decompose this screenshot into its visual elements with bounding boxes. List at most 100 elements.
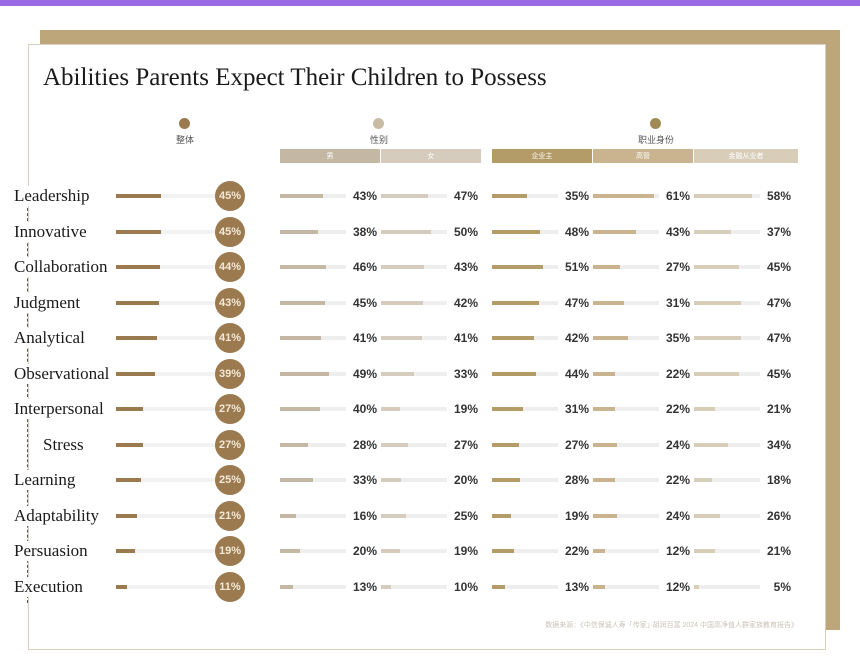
overall-bar — [116, 585, 127, 589]
track-executive — [593, 478, 659, 482]
track-male — [280, 230, 346, 234]
overall-track — [116, 230, 216, 234]
value-label-male: 33% — [352, 473, 377, 487]
bar-entrepreneur — [492, 514, 511, 518]
subheader-male: 男 — [280, 149, 380, 163]
value-label-finance: 47% — [766, 296, 791, 310]
row-label-leadership: Leadership — [14, 186, 92, 206]
track-finance — [694, 301, 760, 305]
bar-entrepreneur — [492, 549, 514, 553]
bar-finance — [694, 549, 715, 553]
track-female — [381, 585, 447, 589]
track-female — [381, 514, 447, 518]
track-executive — [593, 443, 659, 447]
value-label-female: 41% — [453, 331, 478, 345]
bar-executive — [593, 336, 628, 340]
bar-male — [280, 585, 293, 589]
overall-value-bubble: 25% — [215, 465, 245, 495]
track-female — [381, 194, 447, 198]
value-label-executive: 12% — [665, 544, 690, 558]
overall-bar — [116, 230, 161, 234]
track-female — [381, 230, 447, 234]
track-male — [280, 336, 346, 340]
bar-executive — [593, 301, 624, 305]
value-label-female: 47% — [453, 189, 478, 203]
track-female — [381, 478, 447, 482]
track-entrepreneur — [492, 372, 558, 376]
value-label-finance: 34% — [766, 438, 791, 452]
bar-male — [280, 301, 325, 305]
overall-track — [116, 265, 216, 269]
value-label-finance: 5% — [773, 580, 791, 594]
value-label-executive: 27% — [665, 260, 690, 274]
overall-track — [116, 585, 216, 589]
value-label-male: 16% — [352, 509, 377, 523]
row-label-interpersonal: Interpersonal — [14, 399, 106, 419]
bar-finance — [694, 230, 731, 234]
bar-female — [381, 407, 400, 411]
bar-executive — [593, 585, 605, 589]
track-entrepreneur — [492, 478, 558, 482]
overall-value-bubble: 19% — [215, 536, 245, 566]
value-label-executive: 24% — [665, 438, 690, 452]
value-label-entrepreneur: 44% — [564, 367, 589, 381]
row-label-adaptability: Adaptability — [14, 506, 101, 526]
subheader-female: 女 — [381, 149, 481, 163]
track-executive — [593, 585, 659, 589]
value-label-entrepreneur: 28% — [564, 473, 589, 487]
value-label-entrepreneur: 31% — [564, 402, 589, 416]
track-female — [381, 372, 447, 376]
bar-entrepreneur — [492, 336, 534, 340]
track-entrepreneur — [492, 443, 558, 447]
value-label-finance: 18% — [766, 473, 791, 487]
bar-female — [381, 336, 422, 340]
bar-executive — [593, 265, 620, 269]
track-male — [280, 194, 346, 198]
value-label-female: 43% — [453, 260, 478, 274]
track-executive — [593, 336, 659, 340]
track-executive — [593, 301, 659, 305]
overall-track — [116, 407, 216, 411]
subheader-finance: 金融从业者 — [694, 149, 798, 163]
track-finance — [694, 230, 760, 234]
bar-male — [280, 407, 320, 411]
track-male — [280, 585, 346, 589]
value-label-executive: 43% — [665, 225, 690, 239]
page-title: Abilities Parents Expect Their Children … — [43, 64, 547, 91]
value-label-male: 38% — [352, 225, 377, 239]
value-label-male: 20% — [352, 544, 377, 558]
track-female — [381, 265, 447, 269]
track-finance — [694, 549, 760, 553]
value-label-entrepreneur: 22% — [564, 544, 589, 558]
overall-value-bubble: 44% — [215, 252, 245, 282]
value-label-finance: 45% — [766, 260, 791, 274]
track-female — [381, 336, 447, 340]
value-label-male: 40% — [352, 402, 377, 416]
value-label-female: 50% — [453, 225, 478, 239]
value-label-entrepreneur: 27% — [564, 438, 589, 452]
value-label-male: 45% — [352, 296, 377, 310]
track-executive — [593, 265, 659, 269]
bar-executive — [593, 372, 615, 376]
value-label-male: 43% — [352, 189, 377, 203]
value-label-executive: 22% — [665, 367, 690, 381]
bar-executive — [593, 194, 654, 198]
track-entrepreneur — [492, 265, 558, 269]
track-female — [381, 301, 447, 305]
bar-female — [381, 301, 423, 305]
row-label-judgment: Judgment — [14, 293, 83, 313]
bar-male — [280, 336, 321, 340]
overall-value-bubble: 21% — [215, 501, 245, 531]
track-finance — [694, 585, 760, 589]
overall-track — [116, 478, 216, 482]
bar-finance — [694, 443, 728, 447]
bar-finance — [694, 407, 715, 411]
bar-female — [381, 549, 400, 553]
overall-value-bubble: 45% — [215, 181, 245, 211]
value-label-male: 41% — [352, 331, 377, 345]
value-label-entrepreneur: 51% — [564, 260, 589, 274]
overall-track — [116, 549, 216, 553]
overall-value-bubble: 41% — [215, 323, 245, 353]
value-label-finance: 26% — [766, 509, 791, 523]
track-finance — [694, 265, 760, 269]
